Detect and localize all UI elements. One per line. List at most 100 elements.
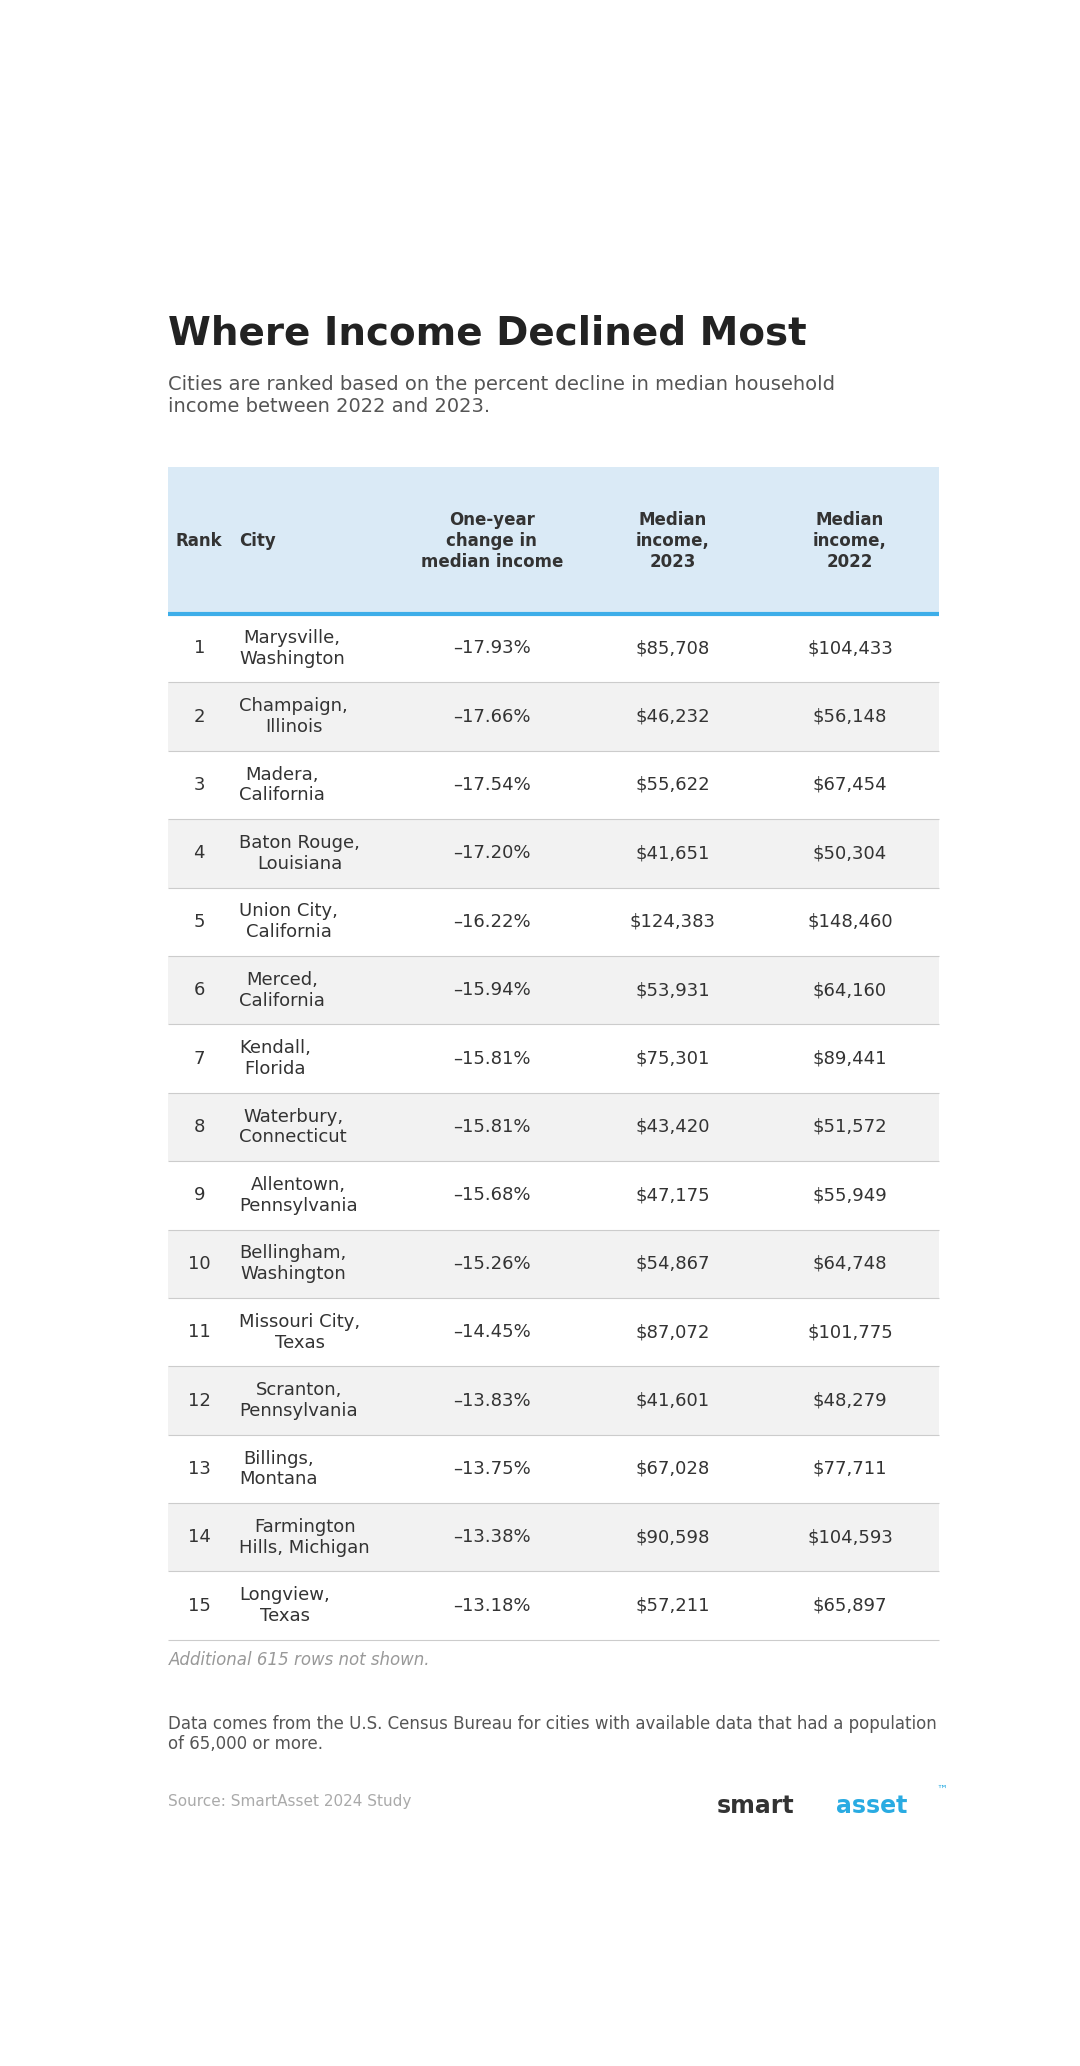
- Text: 12: 12: [188, 1392, 211, 1409]
- Text: ™: ™: [936, 1785, 948, 1795]
- Text: 1: 1: [193, 638, 205, 657]
- Text: $53,931: $53,931: [635, 981, 711, 1000]
- Text: Union City,
California: Union City, California: [240, 903, 338, 942]
- Text: $43,420: $43,420: [636, 1118, 711, 1136]
- Text: –15.26%: –15.26%: [454, 1254, 530, 1273]
- FancyBboxPatch shape: [168, 467, 939, 614]
- Text: 15: 15: [188, 1597, 211, 1616]
- Text: Champaign,
Illinois: Champaign, Illinois: [240, 696, 348, 735]
- Text: Allentown,
Pennsylvania: Allentown, Pennsylvania: [240, 1176, 357, 1215]
- Text: 6: 6: [193, 981, 205, 1000]
- FancyBboxPatch shape: [168, 1434, 939, 1504]
- Text: 5: 5: [193, 913, 205, 932]
- Text: –15.81%: –15.81%: [454, 1050, 530, 1068]
- FancyBboxPatch shape: [168, 820, 939, 888]
- Text: $41,651: $41,651: [636, 845, 710, 862]
- Text: –17.54%: –17.54%: [453, 777, 530, 793]
- Text: –13.75%: –13.75%: [453, 1461, 530, 1477]
- Text: –17.93%: –17.93%: [453, 638, 530, 657]
- Text: Baton Rouge,
Louisiana: Baton Rouge, Louisiana: [240, 835, 361, 872]
- Text: –13.83%: –13.83%: [454, 1392, 530, 1409]
- Text: $41,601: $41,601: [636, 1392, 710, 1409]
- FancyBboxPatch shape: [168, 1366, 939, 1434]
- Text: –15.94%: –15.94%: [453, 981, 530, 1000]
- Text: $50,304: $50,304: [813, 845, 887, 862]
- Text: $148,460: $148,460: [807, 913, 893, 932]
- Text: $47,175: $47,175: [635, 1186, 711, 1204]
- Text: 4: 4: [193, 845, 205, 862]
- Text: –14.45%: –14.45%: [453, 1322, 530, 1341]
- Text: –13.18%: –13.18%: [454, 1597, 530, 1616]
- FancyBboxPatch shape: [168, 1572, 939, 1640]
- FancyBboxPatch shape: [168, 957, 939, 1025]
- Text: –15.81%: –15.81%: [454, 1118, 530, 1136]
- Text: 7: 7: [193, 1050, 205, 1068]
- Text: 10: 10: [188, 1254, 211, 1273]
- Text: –17.20%: –17.20%: [454, 845, 530, 862]
- Text: Where Income Declined Most: Where Income Declined Most: [168, 314, 807, 353]
- Text: $55,949: $55,949: [812, 1186, 888, 1204]
- Text: Additional 615 rows not shown.: Additional 615 rows not shown.: [168, 1651, 430, 1669]
- Text: $51,572: $51,572: [812, 1118, 888, 1136]
- Text: 13: 13: [188, 1461, 211, 1477]
- Text: Bellingham,
Washington: Bellingham, Washington: [240, 1244, 347, 1283]
- FancyBboxPatch shape: [168, 1025, 939, 1093]
- FancyBboxPatch shape: [168, 1504, 939, 1572]
- Text: $75,301: $75,301: [636, 1050, 710, 1068]
- FancyBboxPatch shape: [168, 750, 939, 820]
- Text: $65,897: $65,897: [813, 1597, 887, 1616]
- Text: 3: 3: [193, 777, 205, 793]
- Text: $87,072: $87,072: [636, 1322, 710, 1341]
- Text: Scranton,
Pennsylvania: Scranton, Pennsylvania: [240, 1380, 357, 1419]
- Text: Farmington
Hills, Michigan: Farmington Hills, Michigan: [240, 1519, 370, 1556]
- FancyBboxPatch shape: [168, 1161, 939, 1229]
- Text: $54,867: $54,867: [636, 1254, 711, 1273]
- Text: Median
income,
2022: Median income, 2022: [813, 510, 887, 570]
- FancyBboxPatch shape: [168, 1229, 939, 1297]
- FancyBboxPatch shape: [168, 614, 939, 682]
- FancyBboxPatch shape: [168, 888, 939, 957]
- Text: Rank: Rank: [176, 531, 222, 550]
- FancyBboxPatch shape: [168, 1297, 939, 1366]
- Text: $64,748: $64,748: [813, 1254, 887, 1273]
- Text: smart: smart: [717, 1793, 794, 1818]
- Text: 11: 11: [188, 1322, 211, 1341]
- FancyBboxPatch shape: [168, 682, 939, 750]
- Text: Missouri City,
Texas: Missouri City, Texas: [240, 1312, 361, 1351]
- Text: $57,211: $57,211: [636, 1597, 711, 1616]
- Text: $67,454: $67,454: [812, 777, 888, 793]
- Text: $104,593: $104,593: [807, 1529, 893, 1545]
- Text: Source: SmartAsset 2024 Study: Source: SmartAsset 2024 Study: [168, 1793, 411, 1810]
- Text: –17.66%: –17.66%: [454, 707, 530, 725]
- Text: $77,711: $77,711: [813, 1461, 887, 1477]
- Text: Data comes from the U.S. Census Bureau for cities with available data that had a: Data comes from the U.S. Census Bureau f…: [168, 1715, 937, 1754]
- Text: –16.22%: –16.22%: [454, 913, 530, 932]
- Text: City: City: [240, 531, 276, 550]
- Text: Madera,
California: Madera, California: [240, 766, 325, 804]
- Text: Billings,
Montana: Billings, Montana: [240, 1450, 318, 1488]
- Text: $101,775: $101,775: [807, 1322, 893, 1341]
- Text: $67,028: $67,028: [636, 1461, 710, 1477]
- Text: $56,148: $56,148: [813, 707, 887, 725]
- Text: $55,622: $55,622: [635, 777, 711, 793]
- Text: Waterbury,
Connecticut: Waterbury, Connecticut: [240, 1107, 347, 1147]
- Text: asset: asset: [836, 1793, 908, 1818]
- Text: –15.68%: –15.68%: [454, 1186, 530, 1204]
- Text: 8: 8: [193, 1118, 205, 1136]
- Text: $85,708: $85,708: [636, 638, 710, 657]
- Text: $46,232: $46,232: [635, 707, 711, 725]
- Text: Merced,
California: Merced, California: [240, 971, 325, 1010]
- Text: $48,279: $48,279: [812, 1392, 888, 1409]
- Text: $90,598: $90,598: [636, 1529, 710, 1545]
- Text: Longview,
Texas: Longview, Texas: [240, 1587, 330, 1626]
- Text: $89,441: $89,441: [813, 1050, 887, 1068]
- Text: Median
income,
2023: Median income, 2023: [636, 510, 710, 570]
- Text: 2: 2: [193, 707, 205, 725]
- Text: One-year
change in
median income: One-year change in median income: [421, 510, 563, 570]
- Text: 14: 14: [188, 1529, 211, 1545]
- Text: 9: 9: [193, 1186, 205, 1204]
- Text: $124,383: $124,383: [630, 913, 716, 932]
- Text: $104,433: $104,433: [807, 638, 893, 657]
- Text: Marysville,
Washington: Marysville, Washington: [240, 628, 346, 667]
- Text: Kendall,
Florida: Kendall, Florida: [240, 1039, 311, 1078]
